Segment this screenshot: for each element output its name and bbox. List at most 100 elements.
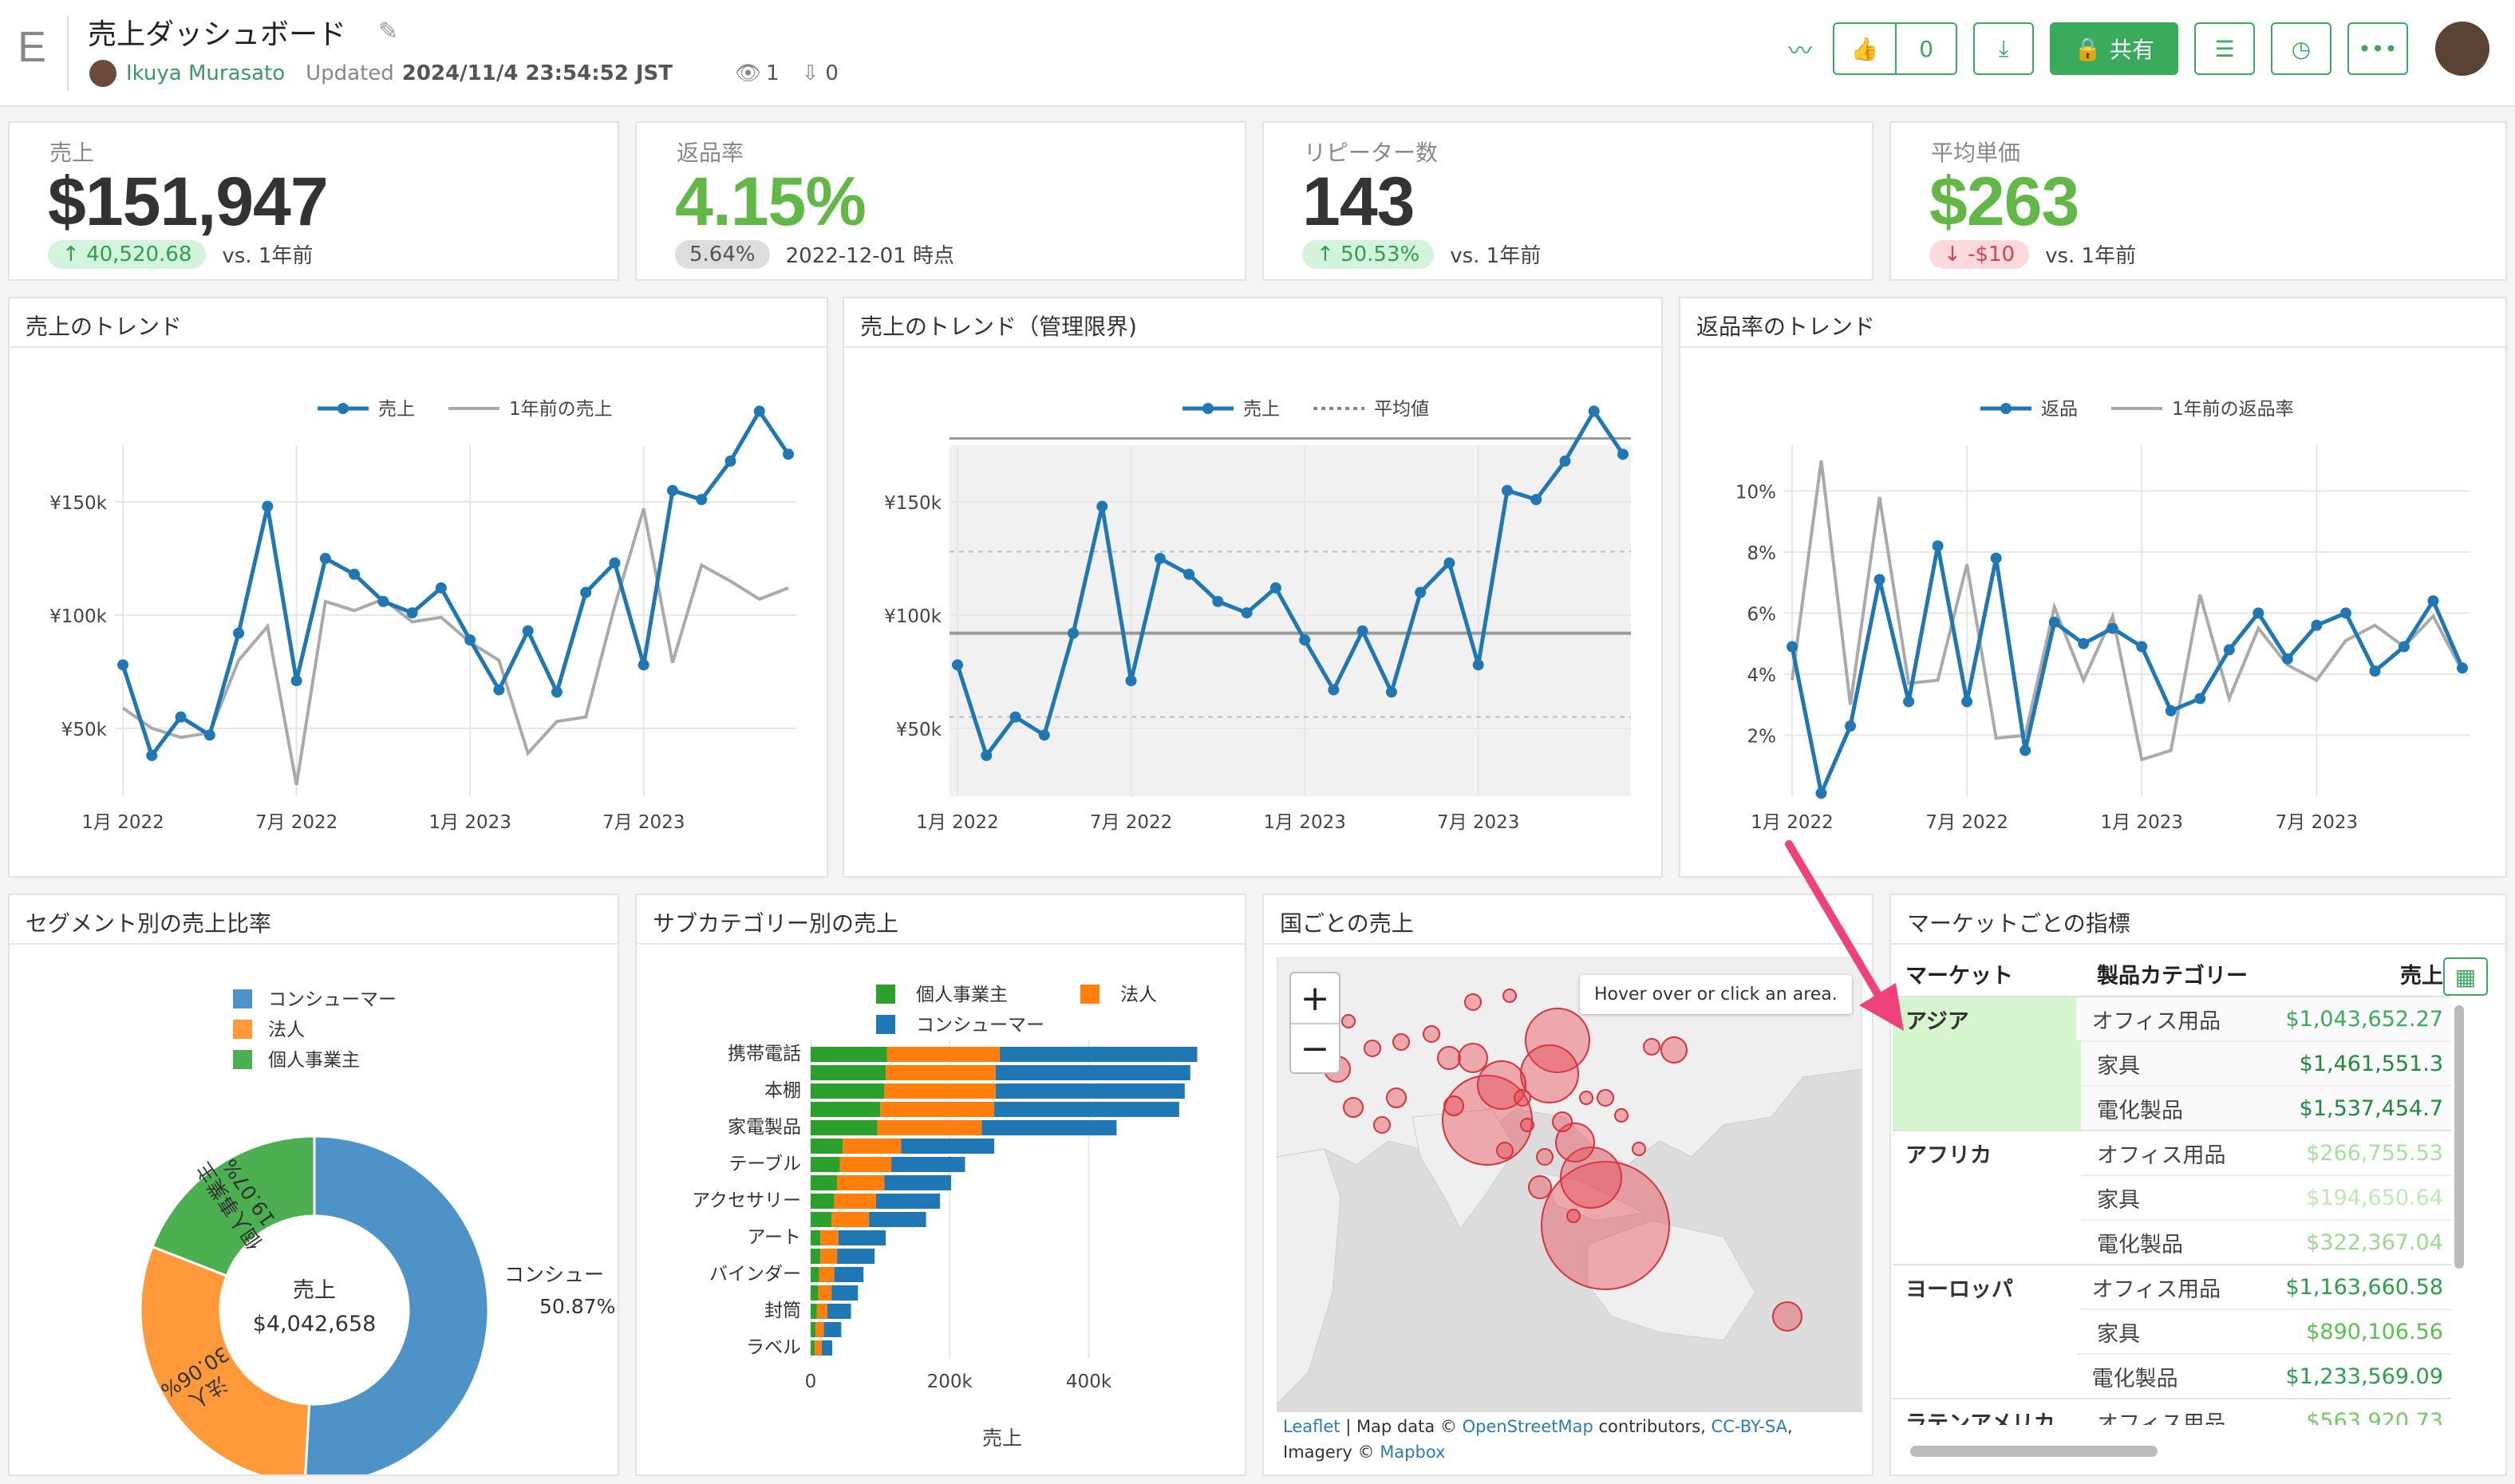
bar-segment[interactable] [811,1212,832,1227]
legend-label[interactable]: 法人 [1120,985,1157,1005]
thumbs-up-icon[interactable]: 👍 [1850,35,1879,62]
history-button[interactable]: ◷ [2271,22,2331,75]
table-row[interactable]: 電化製品 $322,367.04 [1893,1219,2451,1264]
bar-segment[interactable] [834,1267,864,1282]
data-point[interactable] [1501,484,1513,496]
bar-segment[interactable] [811,1194,835,1209]
bar-segment[interactable] [995,1065,1190,1080]
bar-segment[interactable] [811,1102,881,1117]
data-point[interactable] [1154,552,1166,564]
data-point[interactable] [1845,720,1857,732]
legend-label[interactable]: 個人事業主 [268,1050,360,1071]
cc-link[interactable]: CC-BY-SA [1711,1417,1787,1436]
bar-segment[interactable] [811,1047,887,1062]
data-point[interactable] [2020,744,2031,756]
table-row[interactable]: ラテンアメリカ オフィス用品 $563,920.73 [1893,1398,2451,1425]
data-point[interactable] [2311,619,2323,631]
country-bubble[interactable] [1364,1040,1381,1057]
sales-control-chart[interactable]: ¥50k ¥100k ¥150k 1月 2022 7月 2022 1月 2023 7月 20… [844,349,1661,876]
bar-segment[interactable] [811,1083,885,1099]
bar-segment[interactable] [901,1139,995,1154]
data-point[interactable] [1299,634,1311,646]
data-point[interactable] [1212,595,1224,607]
data-point[interactable] [2398,641,2410,653]
table-row[interactable]: 家具 $890,106.56 [1893,1308,2451,1353]
country-bubble[interactable] [1555,1123,1595,1162]
data-point[interactable] [1903,696,1915,708]
bar-segment[interactable] [821,1340,833,1356]
segment-donut-chart[interactable]: コンシューマー法人個人事業主コンシュー50.87%法人30.06%個人事業主19… [10,946,618,1474]
data-point[interactable] [1183,568,1195,580]
data-point[interactable] [349,568,361,580]
country-bubble[interactable] [1614,1108,1629,1123]
country-bubble[interactable] [1514,1089,1531,1107]
country-bubble[interactable] [1373,1116,1391,1134]
column-header-category[interactable]: 製品カテゴリー [2097,963,2248,989]
bar-segment[interactable] [869,1212,926,1227]
data-point[interactable] [1617,448,1629,460]
table-row[interactable]: 家具 $1,461,551.3 [1893,1040,2451,1085]
country-bubble[interactable] [1423,1025,1440,1043]
bar-segment[interactable] [815,1340,822,1356]
country-bubble[interactable] [1496,1142,1514,1159]
country-bubble[interactable] [1464,993,1482,1011]
legend-label[interactable]: コンシューマー [916,1015,1044,1036]
bar-segment[interactable] [837,1249,875,1264]
pie-slice[interactable] [151,1135,316,1277]
country-bubble[interactable] [1386,1087,1407,1108]
sales-trend-chart[interactable]: ¥50k ¥100k ¥150k 1月 2022 7月 2022 1月 2023 7月 20… [10,349,827,876]
bar-segment[interactable] [818,1285,832,1300]
data-point[interactable] [1269,582,1281,594]
data-point[interactable] [2136,641,2148,653]
bar-segment[interactable] [811,1175,838,1190]
osm-link[interactable]: OpenStreetMap [1462,1417,1593,1436]
kpi-repeaters-card[interactable]: リピーター数 143 ↑ 50.53% vs. 1年前 [1262,121,1873,281]
data-point[interactable] [696,494,708,506]
bar-segment[interactable] [823,1322,842,1337]
data-point[interactable] [2427,595,2439,607]
edit-icon[interactable]: ✎ [378,18,399,45]
bar-segment[interactable] [981,1120,1117,1135]
user-avatar[interactable] [2435,22,2489,76]
country-bubble[interactable] [1343,1097,1364,1118]
mapbox-link[interactable]: Mapbox [1380,1443,1446,1462]
zoom-in-button[interactable]: + [1300,977,1330,1019]
data-point[interactable] [724,455,736,467]
data-point[interactable] [1472,659,1484,671]
data-point[interactable] [1356,625,1368,637]
bar-segment[interactable] [811,1340,815,1356]
country-bubble[interactable] [1632,1142,1646,1156]
bar-segment[interactable] [811,1267,819,1282]
country-bubble[interactable] [1560,1147,1622,1209]
bar-segment[interactable] [884,1083,996,1099]
column-header-sales[interactable]: 売上 [2400,963,2443,989]
country-bubble[interactable] [1520,1044,1579,1103]
country-bubble[interactable] [1660,1036,1688,1064]
country-bubble[interactable] [1477,1060,1526,1110]
bar-segment[interactable] [811,1065,886,1080]
data-point[interactable] [435,582,447,594]
bar-segment[interactable] [843,1139,902,1154]
data-point[interactable] [783,448,794,460]
bar-segment[interactable] [831,1212,870,1227]
data-point[interactable] [1815,787,1827,799]
data-point[interactable] [1038,729,1050,741]
data-point[interactable] [1873,574,1885,586]
data-point[interactable] [952,659,963,671]
share-button[interactable]: 🔒 共有 [2050,22,2178,75]
table-row[interactable]: 電化製品 $1,233,569.09 [1893,1353,2451,1398]
vertical-scrollbar[interactable] [2454,1005,2464,1269]
bar-segment[interactable] [811,1139,843,1154]
legend-label[interactable]: 売上 [378,399,415,420]
legend-label[interactable]: 個人事業主 [916,985,1008,1005]
data-point[interactable] [522,625,534,637]
data-point[interactable] [1990,552,2002,564]
country-sales-map[interactable]: + − Hover over or click an area. [1277,957,1862,1412]
bar-segment[interactable] [811,1304,817,1319]
data-point[interactable] [551,686,563,698]
bar-segment[interactable] [877,1120,982,1135]
bar-segment[interactable] [811,1230,821,1245]
like-button[interactable]: 👍 0 [1833,22,1958,75]
filter-settings-button[interactable]: ☰ [2194,22,2255,75]
table-row[interactable]: ヨーロッパ オフィス用品 $1,163,660.58 [1893,1264,2451,1308]
